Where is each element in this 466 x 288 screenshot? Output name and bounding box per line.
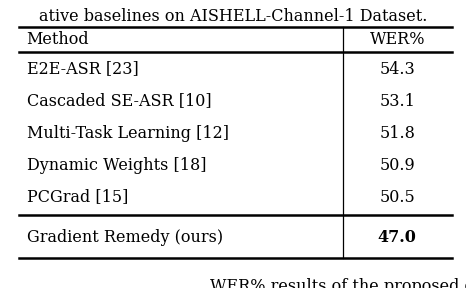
Text: Gradient Remedy (ours): Gradient Remedy (ours) xyxy=(27,228,223,245)
Text: 53.1: 53.1 xyxy=(379,92,415,109)
Text: 47.0: 47.0 xyxy=(378,228,417,245)
Text: WER%: WER% xyxy=(370,31,425,48)
Text: WER% results of the proposed gradient remed: WER% results of the proposed gradient re… xyxy=(210,278,466,288)
Text: PCGrad [15]: PCGrad [15] xyxy=(27,189,128,206)
Text: Cascaded SE-ASR [10]: Cascaded SE-ASR [10] xyxy=(27,92,211,109)
Text: 51.8: 51.8 xyxy=(379,124,415,141)
Text: Dynamic Weights [18]: Dynamic Weights [18] xyxy=(27,156,206,173)
Text: ative baselines on AISHELL-Channel-1 Dataset.: ative baselines on AISHELL-Channel-1 Dat… xyxy=(39,8,427,25)
Text: 50.9: 50.9 xyxy=(379,156,415,173)
Text: Method: Method xyxy=(27,31,89,48)
Text: E2E-ASR [23]: E2E-ASR [23] xyxy=(27,60,138,77)
Text: 54.3: 54.3 xyxy=(379,60,415,77)
Text: 50.5: 50.5 xyxy=(379,189,415,206)
Text: Multi-Task Learning [12]: Multi-Task Learning [12] xyxy=(27,124,229,141)
